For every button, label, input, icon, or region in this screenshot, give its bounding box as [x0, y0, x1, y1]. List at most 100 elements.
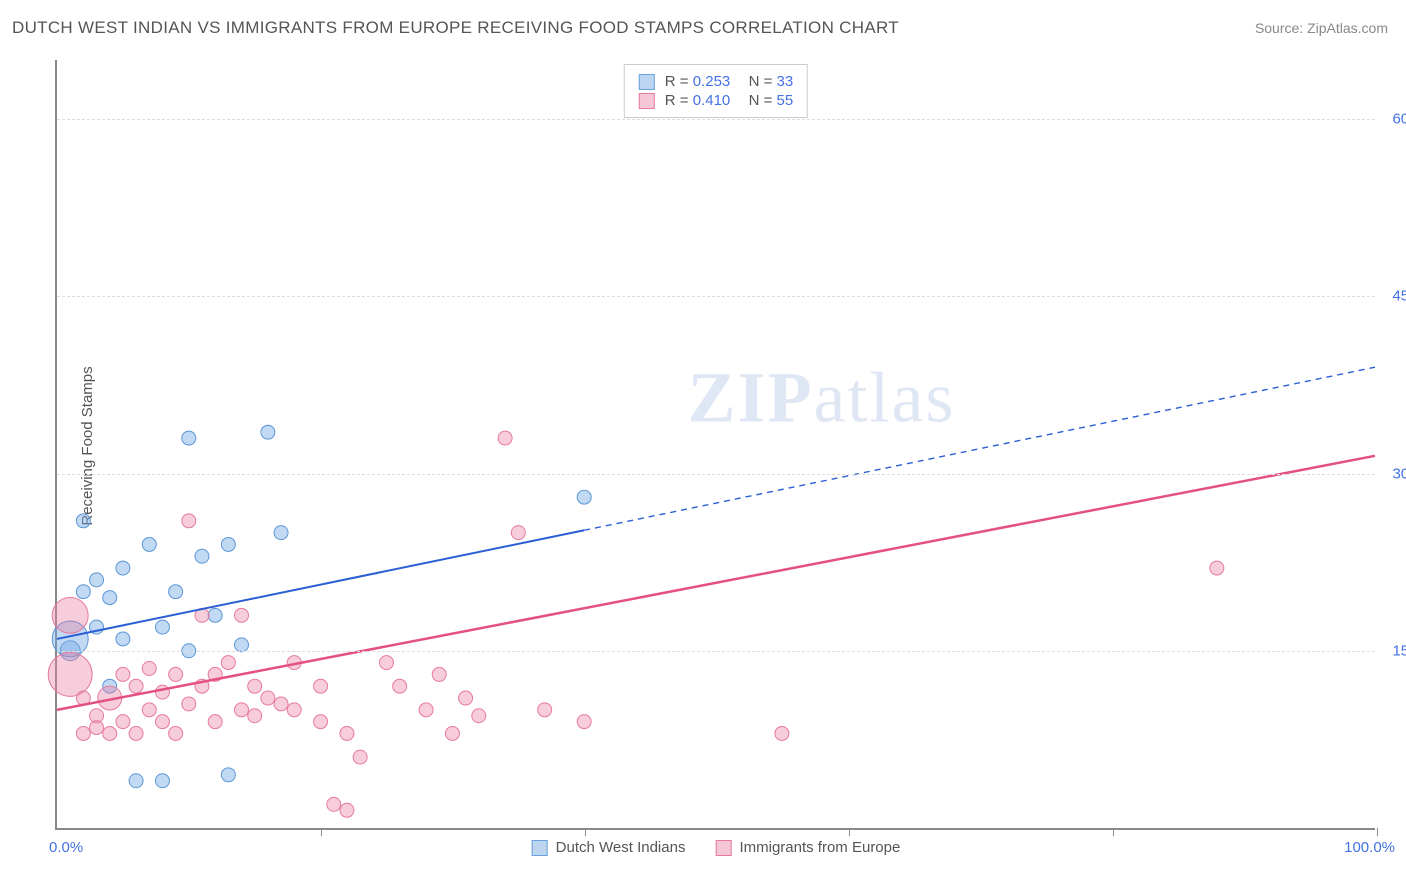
data-point-europe: [221, 656, 235, 670]
data-point-europe: [169, 726, 183, 740]
data-point-europe: [52, 597, 88, 633]
data-point-europe: [155, 715, 169, 729]
data-point-dutch: [76, 585, 90, 599]
data-point-dutch: [116, 561, 130, 575]
data-point-europe: [142, 662, 156, 676]
stats-swatch: [639, 74, 655, 90]
data-point-europe: [248, 679, 262, 693]
data-point-dutch: [169, 585, 183, 599]
legend-label: Dutch West Indians: [556, 839, 686, 856]
data-point-dutch: [221, 768, 235, 782]
data-point-europe: [182, 514, 196, 528]
data-point-europe: [393, 679, 407, 693]
data-point-europe: [169, 667, 183, 681]
plot-area: ZIPatlas 15.0%30.0%45.0%60.0% 0.0% 100.0…: [55, 60, 1375, 830]
data-point-dutch: [221, 537, 235, 551]
data-point-europe: [48, 652, 92, 696]
stats-box: R = 0.253 N = 33 R = 0.410 N = 55: [624, 64, 808, 118]
data-point-europe: [129, 679, 143, 693]
data-point-dutch: [208, 608, 222, 622]
stats-row-dutch: R = 0.253 N = 33: [639, 73, 793, 90]
data-point-dutch: [129, 774, 143, 788]
trend-line-dashed-dutch: [584, 367, 1375, 530]
gridline: [57, 651, 1375, 652]
data-point-dutch: [76, 514, 90, 528]
data-point-dutch: [155, 620, 169, 634]
x-tick: [849, 828, 850, 836]
x-tick: [585, 828, 586, 836]
data-point-europe: [353, 750, 367, 764]
data-point-dutch: [142, 537, 156, 551]
stat-r: R = 0.253: [665, 73, 730, 90]
legend-swatch: [715, 840, 731, 856]
data-point-dutch: [116, 632, 130, 646]
data-point-dutch: [577, 490, 591, 504]
data-point-europe: [472, 709, 486, 723]
stats-row-europe: R = 0.410 N = 55: [639, 92, 793, 109]
y-tick-label: 30.0%: [1392, 465, 1406, 482]
x-axis-max-label: 100.0%: [1344, 839, 1395, 856]
data-point-dutch: [235, 638, 249, 652]
x-tick: [1113, 828, 1114, 836]
data-point-europe: [103, 726, 117, 740]
legend-item-europe: Immigrants from Europe: [715, 839, 900, 856]
data-point-europe: [116, 715, 130, 729]
data-point-europe: [380, 656, 394, 670]
data-point-europe: [327, 797, 341, 811]
data-point-dutch: [274, 526, 288, 540]
data-point-europe: [116, 667, 130, 681]
data-point-europe: [432, 667, 446, 681]
data-point-europe: [90, 709, 104, 723]
stat-n: N = 33: [740, 73, 793, 90]
plot-svg: [57, 60, 1375, 828]
stat-r: R = 0.410: [665, 92, 730, 109]
data-point-europe: [459, 691, 473, 705]
data-point-europe: [155, 685, 169, 699]
data-point-europe: [76, 726, 90, 740]
y-tick-label: 15.0%: [1392, 642, 1406, 659]
data-point-europe: [287, 703, 301, 717]
data-point-dutch: [182, 431, 196, 445]
gridline: [57, 119, 1375, 120]
stat-n: N = 55: [740, 92, 793, 109]
source-link[interactable]: ZipAtlas.com: [1307, 20, 1388, 36]
data-point-europe: [129, 726, 143, 740]
data-point-europe: [314, 679, 328, 693]
data-point-europe: [419, 703, 433, 717]
data-point-dutch: [103, 591, 117, 605]
trend-line-europe: [57, 456, 1375, 710]
data-point-europe: [261, 691, 275, 705]
data-point-europe: [142, 703, 156, 717]
y-tick-label: 60.0%: [1392, 111, 1406, 128]
data-point-europe: [340, 803, 354, 817]
data-point-europe: [1210, 561, 1224, 575]
data-point-europe: [538, 703, 552, 717]
data-point-europe: [314, 715, 328, 729]
data-point-europe: [248, 709, 262, 723]
data-point-europe: [235, 703, 249, 717]
data-point-europe: [511, 526, 525, 540]
x-tick: [321, 828, 322, 836]
gridline: [57, 296, 1375, 297]
data-point-europe: [340, 726, 354, 740]
y-tick-label: 45.0%: [1392, 288, 1406, 305]
data-point-dutch: [90, 573, 104, 587]
legend-swatch: [532, 840, 548, 856]
data-point-dutch: [155, 774, 169, 788]
source-label: Source:: [1255, 20, 1307, 36]
data-point-dutch: [195, 549, 209, 563]
data-point-dutch: [261, 425, 275, 439]
x-axis-min-label: 0.0%: [49, 839, 83, 856]
data-point-europe: [235, 608, 249, 622]
legend-bottom: Dutch West Indians Immigrants from Europe: [532, 839, 901, 856]
data-point-europe: [445, 726, 459, 740]
chart-container: DUTCH WEST INDIAN VS IMMIGRANTS FROM EUR…: [0, 0, 1406, 892]
data-point-europe: [274, 697, 288, 711]
data-point-europe: [577, 715, 591, 729]
legend-label: Immigrants from Europe: [739, 839, 900, 856]
data-point-europe: [775, 726, 789, 740]
gridline: [57, 474, 1375, 475]
data-point-europe: [498, 431, 512, 445]
stats-swatch: [639, 93, 655, 109]
x-tick: [1377, 828, 1378, 836]
